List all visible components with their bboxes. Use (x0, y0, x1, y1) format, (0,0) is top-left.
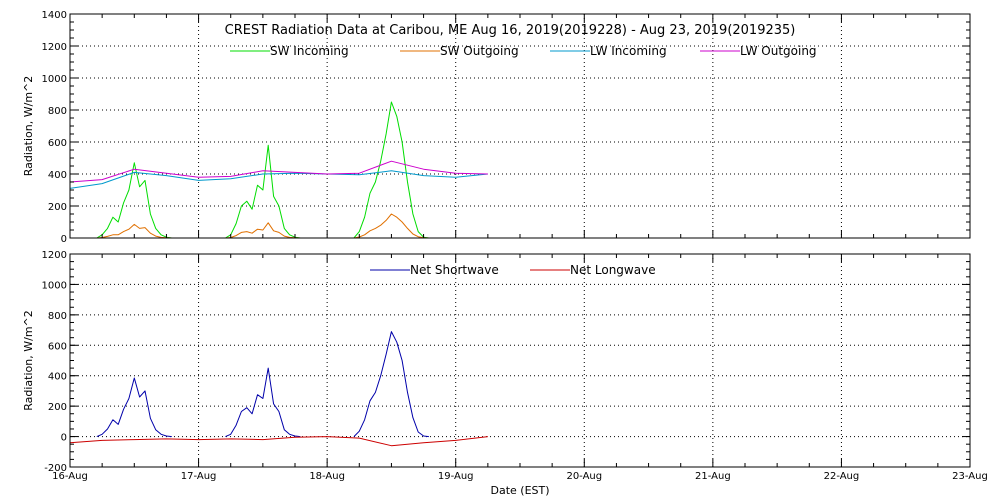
x-axis-label: Date (EST) (490, 484, 549, 497)
series-line-lw-outgoing (69, 160, 488, 183)
series-line-net-longwave (69, 436, 488, 447)
x-tick-label: 19-Aug (438, 471, 474, 482)
bottom-panel: -200 0 200 400 600 800 1000 1200 16-Aug 17-Aug 18-… (22, 250, 988, 497)
chart-title: CREST Radiation Data at Caribou, ME Aug … (225, 23, 796, 38)
bottom-legend: Net Shortwave Net Longwave (370, 263, 656, 277)
top-series (69, 101, 488, 239)
y-tick-label: 1200 (42, 42, 67, 53)
y-tick-label: 1200 (42, 250, 67, 261)
y-tick-label: 400 (48, 170, 67, 181)
top-legend: SW Incoming SW Outgoing LW Incoming LW Outg… (230, 44, 817, 58)
top-panel: 0 200 400 600 800 1000 1200 1400 CREST Radiatio… (22, 10, 971, 245)
top-grid (70, 14, 970, 238)
y-tick-label: 200 (48, 202, 67, 213)
y-tick-label: 600 (48, 138, 67, 149)
legend-label: LW Outgoing (740, 44, 817, 58)
y-tick-label: 1000 (42, 280, 67, 291)
legend-label: Net Longwave (570, 263, 656, 277)
y-tick-label: 400 (48, 372, 67, 383)
legend-label: SW Outgoing (440, 44, 519, 58)
series-line-net-shortwave (96, 331, 429, 438)
x-tick-label: 16-Aug (52, 471, 88, 482)
x-tick-label: 21-Aug (695, 471, 731, 482)
y-tick-label: 800 (48, 311, 67, 322)
top-ticks: 0 200 400 600 800 1000 1200 1400 (42, 10, 971, 245)
legend-label: Net Shortwave (410, 263, 499, 277)
y-tick-label: 0 (61, 433, 67, 444)
top-y-axis-label: Radiation, W/m^2 (22, 76, 35, 177)
x-tick-label: 23-Aug (952, 471, 988, 482)
y-tick-label: 200 (48, 402, 67, 413)
series-line-sw-incoming (96, 101, 429, 239)
legend-label: LW Incoming (590, 44, 667, 58)
y-tick-label: -200 (44, 463, 67, 474)
bottom-ticks: -200 0 200 400 600 800 1000 1200 16-Aug 17-Aug 18-… (42, 250, 988, 482)
x-tick-label: 18-Aug (309, 471, 345, 482)
y-tick-label: 0 (61, 234, 67, 245)
series-line-sw-outgoing (96, 213, 429, 239)
x-tick-label: 17-Aug (181, 471, 217, 482)
bottom-series (69, 331, 488, 447)
x-tick-label: 20-Aug (566, 471, 602, 482)
x-tick-label: 22-Aug (824, 471, 860, 482)
y-tick-label: 1000 (42, 74, 67, 85)
series-line-lw-incoming (69, 170, 488, 189)
y-tick-label: 600 (48, 341, 67, 352)
bottom-y-axis-label: Radiation, W/m^2 (22, 310, 35, 411)
y-tick-label: 800 (48, 106, 67, 117)
legend-label: SW Incoming (270, 44, 349, 58)
y-tick-label: 1400 (42, 10, 67, 21)
